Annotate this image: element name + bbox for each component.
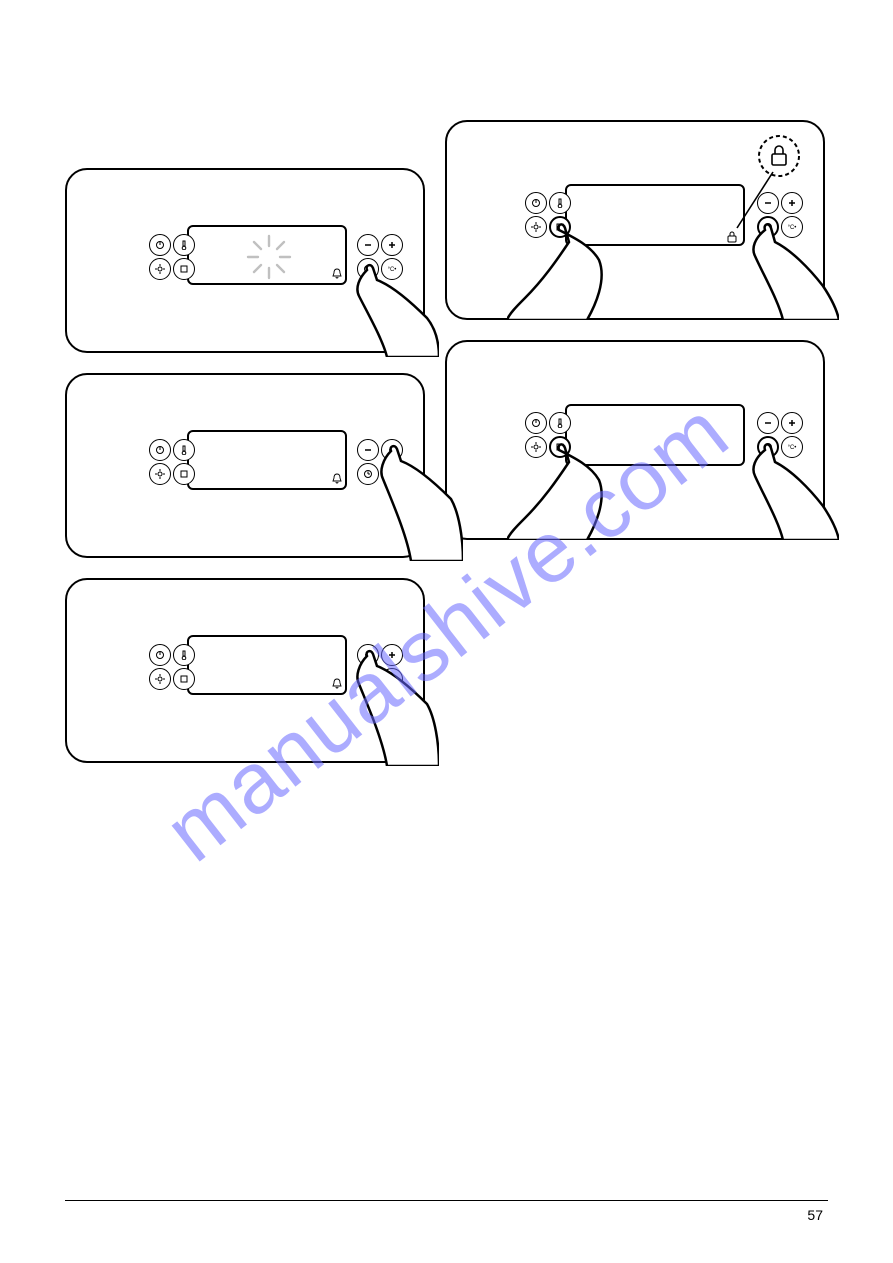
- light-button[interactable]: [149, 258, 171, 280]
- hand-press-clock: [739, 440, 839, 540]
- light-icon: [155, 264, 165, 274]
- temperature-button[interactable]: [173, 439, 195, 461]
- temperature-button[interactable]: [173, 234, 195, 256]
- sparkle-icon: [244, 232, 294, 282]
- power-icon: [531, 418, 541, 428]
- bell-icon: [331, 267, 343, 279]
- temperature-icon: [179, 240, 189, 250]
- power-button[interactable]: [149, 644, 171, 666]
- left-column: °C• °C• °C•: [65, 168, 425, 783]
- menu-button[interactable]: [173, 463, 195, 485]
- power-icon: [155, 445, 165, 455]
- light-button[interactable]: [149, 463, 171, 485]
- lcd-display: [187, 225, 347, 285]
- minus-button[interactable]: [757, 412, 779, 434]
- light-icon: [155, 469, 165, 479]
- plus-button[interactable]: [781, 412, 803, 434]
- minus-icon: [363, 240, 373, 250]
- lock-icon: [725, 230, 739, 244]
- temperature-icon: [555, 198, 565, 208]
- temperature-icon: [555, 418, 565, 428]
- right-column: °C• °C•: [445, 120, 825, 560]
- plus-button[interactable]: [381, 234, 403, 256]
- power-button[interactable]: [149, 234, 171, 256]
- power-button[interactable]: [149, 439, 171, 461]
- power-icon: [155, 650, 165, 660]
- light-button[interactable]: [149, 668, 171, 690]
- hand-press-plus: [373, 443, 463, 561]
- power-icon: [531, 198, 541, 208]
- temperature-button[interactable]: [549, 412, 571, 434]
- hand-press-clock: [739, 220, 839, 320]
- plus-icon: [787, 418, 797, 428]
- minus-icon: [763, 198, 773, 208]
- temperature-icon: [179, 650, 189, 660]
- plus-icon: [387, 240, 397, 250]
- minus-icon: [763, 418, 773, 428]
- minus-button[interactable]: [357, 234, 379, 256]
- control-panel-r2: °C•: [445, 340, 825, 540]
- bell-icon: [331, 677, 343, 689]
- temperature-button[interactable]: [173, 644, 195, 666]
- hand-press-clock: [349, 262, 439, 357]
- light-icon: [155, 674, 165, 684]
- power-icon: [155, 240, 165, 250]
- temperature-icon: [179, 445, 189, 455]
- control-panel-l1: °C•: [65, 168, 425, 353]
- plus-icon: [787, 198, 797, 208]
- minus-button[interactable]: [757, 192, 779, 214]
- hand-press-minus: [349, 648, 439, 766]
- lcd-display: [187, 430, 347, 490]
- plus-button[interactable]: [781, 192, 803, 214]
- control-panel-l3: °C•: [65, 578, 425, 763]
- minus-icon: [363, 445, 373, 455]
- page-number: 57: [807, 1207, 823, 1223]
- power-button[interactable]: [525, 412, 547, 434]
- temperature-button[interactable]: [549, 192, 571, 214]
- clock-icon: [363, 469, 373, 479]
- lcd-display: [187, 635, 347, 695]
- menu-icon: [179, 264, 189, 274]
- control-panel-r1: °C•: [445, 120, 825, 320]
- menu-button[interactable]: [173, 258, 195, 280]
- control-panel-l2: °C•: [65, 373, 425, 558]
- menu-button[interactable]: [173, 668, 195, 690]
- hand-press-menu: [507, 440, 627, 540]
- menu-icon: [179, 674, 189, 684]
- hand-press-menu: [507, 220, 627, 320]
- menu-icon: [179, 469, 189, 479]
- power-button[interactable]: [525, 192, 547, 214]
- bell-icon: [331, 472, 343, 484]
- footer-divider: [65, 1200, 828, 1201]
